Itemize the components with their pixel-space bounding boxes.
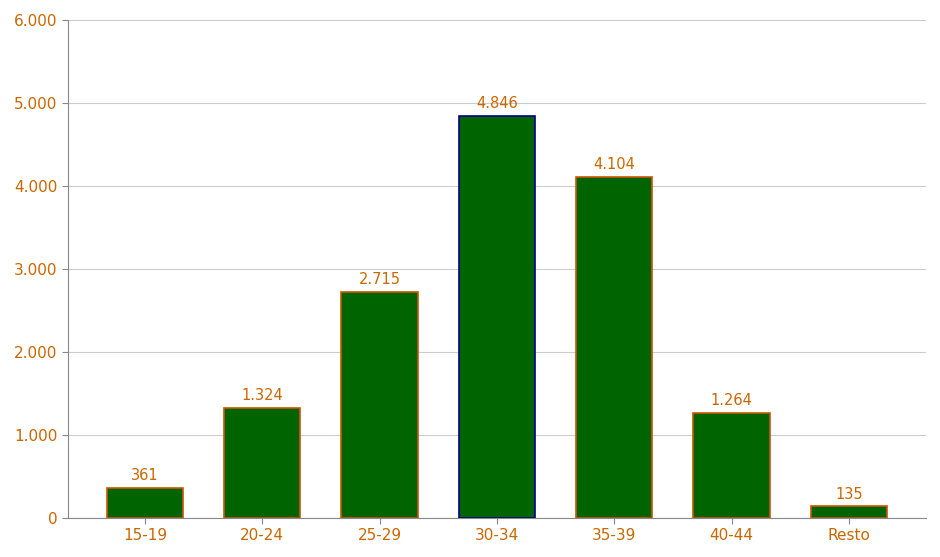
Text: 135: 135 bbox=[835, 486, 863, 501]
Bar bbox=[459, 116, 535, 517]
Text: 1.324: 1.324 bbox=[242, 388, 283, 403]
Bar bbox=[341, 292, 417, 517]
Bar bbox=[224, 408, 301, 517]
Text: 4.846: 4.846 bbox=[476, 96, 518, 111]
Bar bbox=[576, 177, 652, 517]
Text: 1.264: 1.264 bbox=[711, 393, 753, 408]
Text: 2.715: 2.715 bbox=[359, 272, 400, 287]
Bar bbox=[694, 413, 770, 517]
Bar bbox=[107, 488, 183, 517]
Text: 4.104: 4.104 bbox=[593, 157, 635, 172]
Bar bbox=[811, 506, 887, 517]
Text: 361: 361 bbox=[132, 468, 159, 483]
